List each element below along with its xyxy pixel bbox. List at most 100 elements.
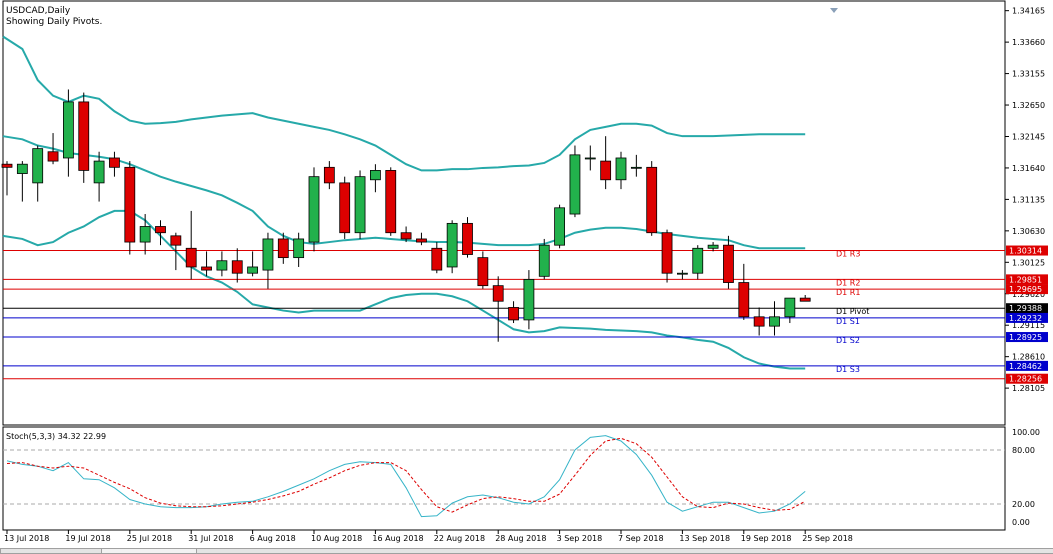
bull-candle bbox=[769, 316, 780, 327]
x-tick-label: 31 Jul 2018 bbox=[188, 534, 233, 543]
pivot-price-label: 1.29388 bbox=[1009, 304, 1042, 313]
bull-candle bbox=[538, 244, 550, 277]
bear-candle bbox=[1, 163, 13, 168]
main-plot-area bbox=[2, 0, 1006, 426]
bear-candle bbox=[431, 247, 443, 271]
y-tick-label: 1.33660 bbox=[1012, 38, 1045, 47]
pivot-price-box bbox=[1006, 245, 1048, 256]
x-tick-label: 28 Aug 2018 bbox=[495, 534, 546, 543]
y-tick-label: 1.30125 bbox=[1012, 258, 1045, 267]
y-tick-label: 1.32145 bbox=[1012, 132, 1045, 141]
bear-candle bbox=[339, 182, 351, 234]
bear-candle bbox=[47, 151, 59, 162]
candles bbox=[1, 89, 811, 342]
x-tick-label: 16 Aug 2018 bbox=[372, 534, 423, 543]
y-tick-label: 1.29620 bbox=[1012, 290, 1045, 299]
bull-candle bbox=[630, 166, 642, 169]
bull-candle bbox=[308, 176, 320, 243]
pivot-price-label: 1.28462 bbox=[1009, 362, 1042, 371]
stoch-levels: 100.00 80.00 20.00 0.00 bbox=[3, 428, 1040, 527]
bull-candle bbox=[32, 148, 44, 184]
one-click-trading-arrow-icon[interactable] bbox=[830, 8, 838, 13]
bull-candle bbox=[692, 247, 704, 274]
bull-candle bbox=[584, 157, 596, 160]
bear-candle bbox=[462, 222, 473, 255]
bear-candle bbox=[723, 244, 734, 283]
time-axis: 13 Jul 2018 19 Jul 2018 25 Jul 2018 31 Jul … bbox=[4, 530, 853, 543]
bear-candle bbox=[385, 170, 397, 234]
pivot-price-label: 1.29851 bbox=[1009, 275, 1042, 284]
bull-candle bbox=[93, 160, 105, 184]
bull-candle bbox=[63, 101, 74, 159]
pivot-name-label: D1 R1 bbox=[836, 288, 860, 297]
symbol-title: USDCAD,Daily bbox=[6, 6, 71, 16]
pivot-price-box bbox=[1006, 284, 1048, 295]
stoch-plot-area bbox=[2, 426, 1006, 531]
scroll-mid-button[interactable] bbox=[101, 548, 197, 554]
pivot-name-label: D1 S3 bbox=[836, 365, 860, 374]
bear-candle bbox=[201, 266, 212, 271]
y-tick-label: 1.28610 bbox=[1012, 353, 1045, 362]
bear-candle bbox=[646, 166, 658, 234]
y-tick-label: 1.33155 bbox=[1012, 70, 1045, 79]
bear-candle bbox=[477, 257, 489, 287]
bear-candle bbox=[600, 160, 612, 181]
bull-candle bbox=[16, 163, 28, 174]
bear-candle bbox=[400, 232, 412, 240]
x-tick-label: 3 Sep 2018 bbox=[557, 534, 603, 543]
x-tick-label: 22 Aug 2018 bbox=[434, 534, 485, 543]
bear-candle bbox=[508, 307, 519, 321]
pivot-name-label: D1 S1 bbox=[836, 317, 860, 326]
bull-candle bbox=[784, 297, 796, 318]
bear-candle bbox=[170, 235, 182, 246]
y-tick-label: 1.32650 bbox=[1012, 101, 1045, 110]
pivot-price-box bbox=[1006, 312, 1048, 323]
x-tick-label: 6 Aug 2018 bbox=[250, 534, 296, 543]
stoch-level-label: 20.00 bbox=[1012, 500, 1035, 509]
stoch-level-label: 0.00 bbox=[1012, 518, 1030, 527]
y-tick-label: 1.29115 bbox=[1012, 321, 1045, 330]
bear-candle bbox=[661, 232, 673, 274]
pivot-name-label: D1 Pivot bbox=[836, 307, 869, 316]
price-axis: 1.34165 1.33660 1.33155 1.32650 1.32145 1.316… bbox=[1005, 7, 1045, 393]
bull-candle bbox=[247, 266, 259, 274]
bear-candle bbox=[185, 247, 197, 268]
stochastic-panel[interactable]: 100.00 80.00 20.00 0.00 Stoch(5,3,3) 34.32 … bbox=[2, 426, 1040, 531]
scroll-right-button[interactable] bbox=[196, 548, 1053, 554]
bear-candle bbox=[109, 157, 120, 168]
y-tick-label: 1.30630 bbox=[1012, 227, 1045, 236]
bear-candle bbox=[155, 226, 166, 234]
chart-subtitle: Showing Daily Pivots. bbox=[6, 17, 102, 27]
x-tick-label: 13 Jul 2018 bbox=[4, 534, 49, 543]
bear-candle bbox=[323, 166, 335, 184]
bull-candle bbox=[216, 260, 228, 271]
pivot-price-box bbox=[1006, 274, 1048, 285]
y-tick-label: 1.31135 bbox=[1012, 195, 1045, 204]
pivot-price-box bbox=[1006, 303, 1048, 314]
bull-candle bbox=[707, 244, 719, 249]
bull-candle bbox=[446, 222, 458, 268]
bull-candle bbox=[615, 157, 627, 181]
bear-candle bbox=[78, 101, 90, 171]
stoch-level-label: 100.00 bbox=[1012, 428, 1040, 437]
bollinger-lower bbox=[2, 209, 806, 370]
pivot-name-label: D1 S2 bbox=[836, 336, 860, 345]
bear-candle bbox=[124, 166, 136, 243]
scroll-left-button[interactable] bbox=[0, 548, 102, 554]
bear-candle bbox=[231, 260, 243, 274]
stoch-lines bbox=[6, 435, 806, 518]
bear-candle bbox=[799, 297, 811, 302]
y-tick-label: 1.28105 bbox=[1012, 384, 1045, 393]
x-tick-label: 19 Jul 2018 bbox=[65, 534, 110, 543]
x-tick-label: 25 Sep 2018 bbox=[802, 534, 853, 543]
pivot-price-box bbox=[1006, 360, 1048, 371]
pivot-price-label: 1.29695 bbox=[1009, 285, 1042, 294]
bear-candle bbox=[738, 282, 750, 318]
bear-candle bbox=[492, 285, 504, 302]
x-tick-label: 7 Sep 2018 bbox=[618, 534, 664, 543]
pivot-price-label: 1.30314 bbox=[1009, 247, 1042, 256]
